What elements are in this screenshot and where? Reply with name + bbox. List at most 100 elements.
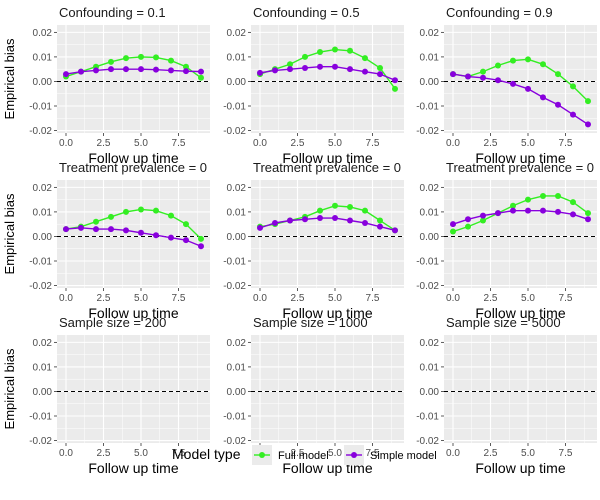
simple-model-line xyxy=(65,227,202,247)
y-tick-label: 0.02 xyxy=(33,28,53,39)
full-model-point xyxy=(362,207,368,214)
simple-model-point xyxy=(287,217,293,224)
x-tick-label: 2.5 xyxy=(97,293,111,304)
simple-model-point xyxy=(450,71,456,78)
full-model-point xyxy=(198,74,204,81)
simple-model-point xyxy=(63,71,69,78)
x-tick-label: 5.0 xyxy=(328,138,342,149)
simple-model-point xyxy=(332,215,338,222)
y-tick-label: 0.01 xyxy=(227,52,247,63)
simple-model-point xyxy=(257,69,263,76)
simple-model-point xyxy=(392,77,398,84)
simple-model-point xyxy=(377,71,383,78)
simple-model-line xyxy=(452,209,589,225)
x-tick-label: 2.5 xyxy=(291,293,305,304)
panel-title: Treatment prevalence = 0 xyxy=(59,160,207,175)
y-tick-label: 0.00 xyxy=(227,387,247,398)
full-model-point xyxy=(525,56,531,63)
x-tick-label: 2.5 xyxy=(97,448,111,459)
x-tick-label: 0.0 xyxy=(59,138,73,149)
x-tick-label: 0.0 xyxy=(446,293,460,304)
legend-key-point xyxy=(351,452,357,458)
panel-title: Confounding = 0.1 xyxy=(59,5,166,20)
y-tick-label: 0.01 xyxy=(227,362,247,373)
facet-panel-5: Treatment prevalence = 0 -0.02 -0.01 0.00 0.… xyxy=(223,160,404,321)
y-tick-label: -0.01 xyxy=(416,102,439,113)
simple-model-point xyxy=(465,73,471,80)
x-tick-label: 5.0 xyxy=(521,448,535,459)
simple-model-point xyxy=(570,211,576,218)
simple-model-line xyxy=(452,73,589,125)
simple-model-point xyxy=(287,66,293,73)
simple-model-point xyxy=(317,215,323,222)
x-tick-label: 0.0 xyxy=(446,448,460,459)
y-tick-label: -0.02 xyxy=(29,281,52,292)
legend-key-point xyxy=(259,452,265,458)
full-model-point xyxy=(183,221,189,228)
simple-model-point xyxy=(108,66,114,73)
simple-model-point xyxy=(585,216,591,223)
x-tick-label: 5.0 xyxy=(134,138,148,149)
simple-model-point xyxy=(362,219,368,226)
x-tick-label: 7.5 xyxy=(559,138,573,149)
simple-model-line xyxy=(259,217,396,231)
full-model-point xyxy=(570,83,576,90)
full-model-point xyxy=(108,213,114,220)
full-model-point xyxy=(510,57,516,64)
y-tick-label: -0.01 xyxy=(29,257,52,268)
simple-model-point xyxy=(510,80,516,87)
full-model-point xyxy=(585,98,591,105)
simple-model-point xyxy=(93,226,99,233)
y-tick-label: 0.02 xyxy=(227,338,247,349)
simple-model-point xyxy=(272,67,278,74)
simple-model-line xyxy=(259,66,396,81)
simple-model-point xyxy=(63,226,69,233)
full-model-point xyxy=(392,85,398,92)
simple-model-point xyxy=(480,212,486,219)
full-model-line xyxy=(65,56,202,79)
full-model-point xyxy=(510,202,516,209)
x-tick-label: 7.5 xyxy=(366,293,380,304)
full-model-point xyxy=(347,47,353,54)
x-axis-label: Follow up time xyxy=(475,150,565,166)
panel-background xyxy=(444,335,597,443)
y-tick-label: 0.02 xyxy=(420,183,440,194)
y-tick-label: 0.01 xyxy=(420,207,440,218)
y-axis-label: Empirical bias xyxy=(2,193,17,274)
y-tick-label: -0.02 xyxy=(223,126,246,137)
full-model-point xyxy=(377,64,383,71)
simple-model-point xyxy=(183,68,189,75)
full-model-point xyxy=(123,55,129,62)
simple-model-point xyxy=(540,207,546,214)
full-model-point xyxy=(450,228,456,235)
full-model-point xyxy=(302,53,308,60)
full-model-point xyxy=(317,207,323,214)
legend-title: Model type xyxy=(172,446,241,462)
y-axis-label: Empirical bias xyxy=(2,348,17,429)
x-tick-label: 7.5 xyxy=(366,138,380,149)
simple-model-point xyxy=(555,208,561,215)
simple-model-point xyxy=(317,63,323,70)
simple-model-point xyxy=(495,77,501,84)
simple-model-point xyxy=(540,94,546,101)
x-tick-label: 7.5 xyxy=(172,138,186,149)
panel-title: Sample size = 5000 xyxy=(446,315,561,330)
full-model-point xyxy=(495,62,501,69)
simple-model-point xyxy=(138,66,144,73)
y-tick-label: 0.02 xyxy=(33,338,53,349)
y-tick-label: -0.01 xyxy=(223,257,246,268)
x-tick-label: 0.0 xyxy=(253,293,267,304)
simple-model-point xyxy=(347,66,353,73)
x-tick-label: 5.0 xyxy=(521,138,535,149)
full-model-point xyxy=(138,206,144,213)
y-tick-label: 0.00 xyxy=(33,232,53,243)
y-tick-label: -0.02 xyxy=(29,126,52,137)
simple-model-point xyxy=(138,229,144,236)
y-tick-label: -0.01 xyxy=(416,257,439,268)
y-tick-label: 0.02 xyxy=(227,28,247,39)
y-tick-label: -0.02 xyxy=(29,436,52,447)
full-model-point xyxy=(555,192,561,199)
x-tick-label: 5.0 xyxy=(521,293,535,304)
y-tick-label: -0.02 xyxy=(223,436,246,447)
